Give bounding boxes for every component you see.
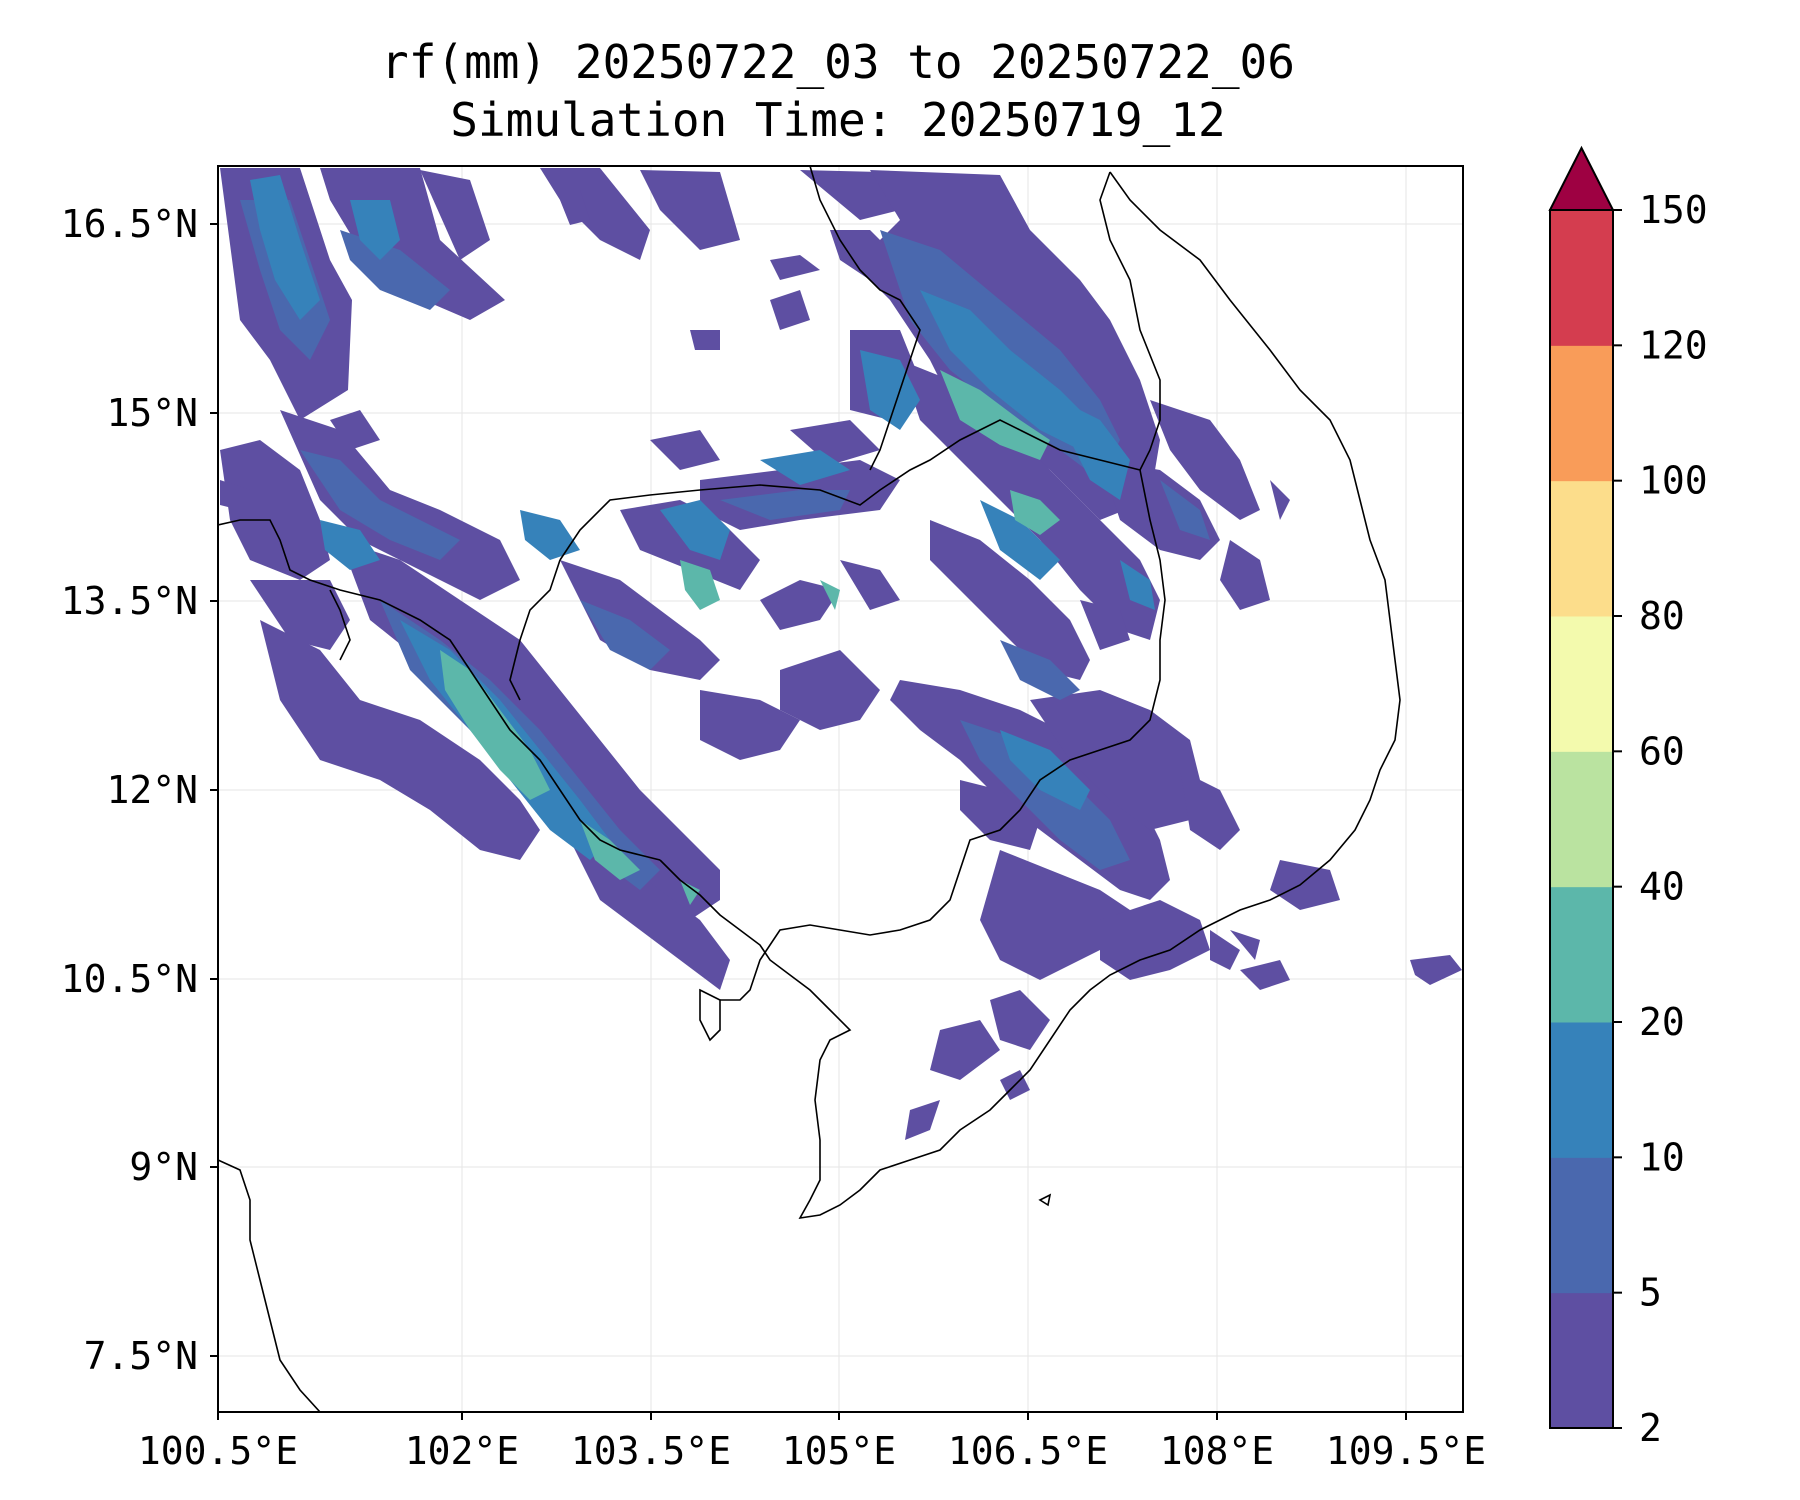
colorbar-label: 40 [1639, 865, 1685, 909]
border-laos-thailand [809, 166, 921, 471]
island-con-dao [1038, 1193, 1052, 1207]
colorbar-cell [1550, 1022, 1613, 1158]
colorbar-label: 10 [1639, 1135, 1685, 1179]
border-cambodia-thailand-west [509, 559, 561, 701]
lon-tick-label: 108°E [1160, 1429, 1274, 1473]
colorbar-label: 100 [1639, 459, 1708, 503]
border-cambodia-vietnam [720, 429, 1166, 1001]
colorbar-frame [1549, 209, 1614, 1429]
colorbar: 2 5 10 20 40 60 80 100 120 150 [1548, 145, 1708, 1450]
lat-tick-label: 12°N [106, 768, 198, 812]
colorbar-extend-arrow [1548, 145, 1615, 211]
border-thailand-cambodia-coast [329, 589, 351, 661]
coastlines-and-borders [218, 166, 1401, 1412]
lat-tick-label: 9°N [129, 1145, 198, 1189]
title-line-1: rf(mm) 20250722_03 to 20250722_06 [381, 35, 1295, 89]
lon-tick-label: 102°E [405, 1429, 519, 1473]
colorbar-label: 20 [1639, 1000, 1685, 1044]
colorbar-cell [1550, 616, 1613, 752]
border-laos-vietnam [1099, 171, 1161, 471]
colorbar-cell [1550, 886, 1613, 1023]
colorbar-label: 150 [1639, 188, 1708, 232]
lat-tick-label: 15°N [106, 391, 198, 435]
colorbar-cell [1550, 210, 1613, 346]
colorbar-label: 120 [1639, 323, 1708, 367]
colorbar-label: 60 [1639, 729, 1685, 773]
lon-tick-label: 106.5°E [948, 1429, 1108, 1473]
longitude-ticks: 100.5°E 102°E 103.5°E 105°E 106.5°E 108°E 109.… [138, 1412, 1486, 1473]
lat-tick-label: 13.5°N [61, 579, 198, 623]
colorbar-cell [1550, 480, 1613, 617]
latitude-ticks: 16.5°N 15°N 13.5°N 12°N 10.5°N 9°N 7.5°N [61, 202, 218, 1378]
lon-tick-label: 105°E [782, 1429, 896, 1473]
title-line-2: Simulation Time: 20250719_12 [450, 93, 1225, 147]
colorbar-label: 80 [1639, 594, 1685, 638]
coastline-gulf-of-thailand [218, 519, 661, 861]
colorbar-cells [1548, 145, 1615, 1429]
map-panel: 100.5°E 102°E 103.5°E 105°E 106.5°E 108°E 109.… [61, 165, 1486, 1473]
lat-tick-label: 10.5°N [61, 957, 198, 1001]
colorbar-labels: 2 5 10 20 40 60 80 100 120 150 [1613, 188, 1708, 1450]
lon-tick-label: 100.5°E [138, 1429, 298, 1473]
colorbar-cell [1550, 1157, 1613, 1294]
lat-tick-label: 16.5°N [61, 202, 198, 246]
island-phu-quoc [699, 988, 721, 1042]
rainfall-shading [220, 168, 1462, 1140]
colorbar-cell [1550, 345, 1613, 482]
coastline-vietnam-east [659, 171, 1401, 1220]
border-cambodia-thailand-north [559, 419, 1021, 561]
colorbar-cell [1550, 751, 1613, 888]
colorbar-cell [1550, 1292, 1613, 1429]
coastline-thailand-peninsula [218, 1159, 321, 1412]
lon-tick-label: 109.5°E [1326, 1429, 1486, 1473]
colorbar-label: 2 [1639, 1406, 1662, 1450]
lon-tick-label: 103.5°E [571, 1429, 731, 1473]
colorbar-label: 5 [1639, 1271, 1662, 1315]
lat-tick-label: 7.5°N [84, 1334, 198, 1378]
